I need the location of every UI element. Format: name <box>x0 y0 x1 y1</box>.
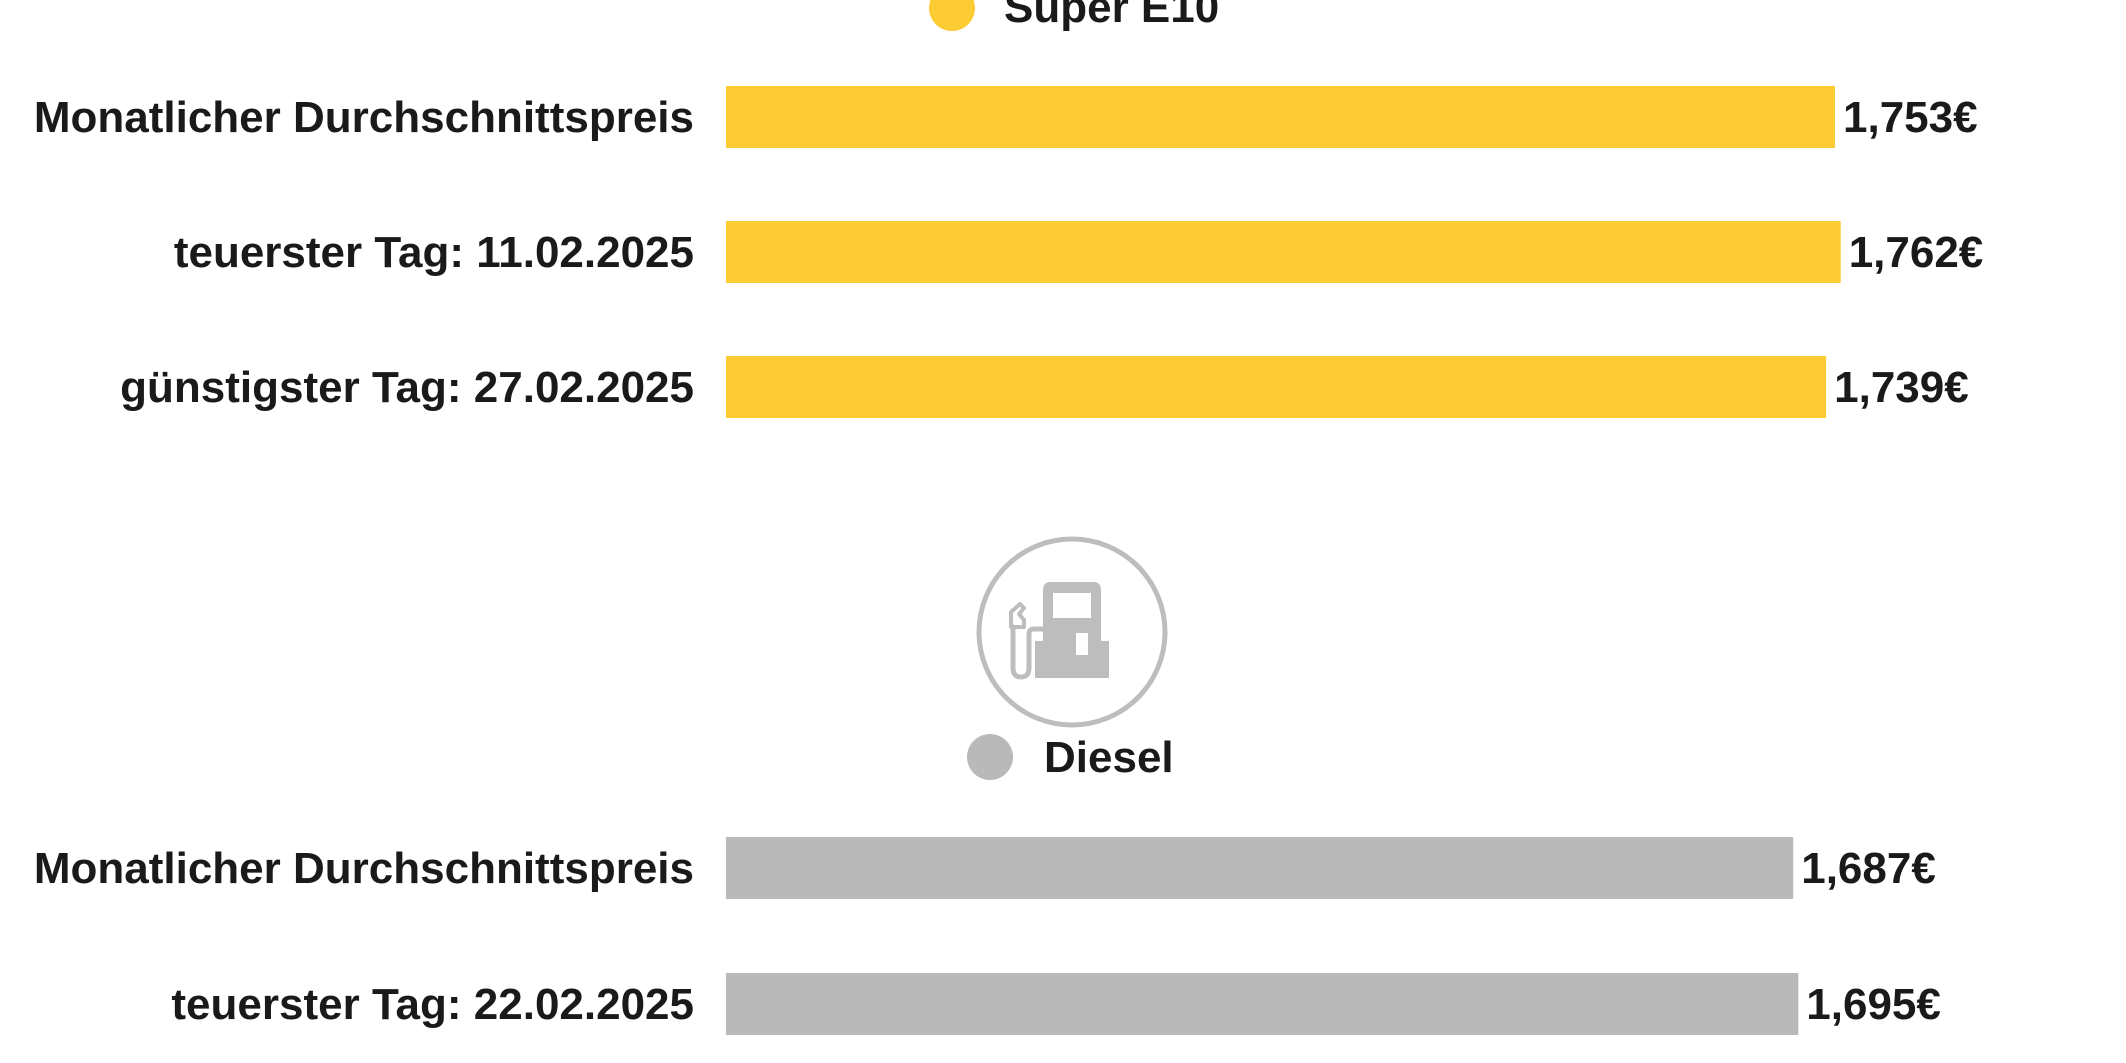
legend-swatch-super-e10 <box>929 0 975 31</box>
category-label-super-e10-3: günstigster Tag: 27.02.2025 <box>120 363 694 412</box>
diesel-bar-group: Monatlicher Durchschnittspreis 1,687€ teue… <box>34 837 1941 1035</box>
bar-super-e10-2 <box>726 221 1841 283</box>
bar-diesel-2 <box>726 973 1799 1035</box>
value-label-diesel-2: 1,695€ <box>1806 980 1941 1029</box>
value-label-super-e10-1: 1,753€ <box>1843 93 1978 142</box>
value-label-super-e10-3: 1,739€ <box>1834 363 1969 412</box>
super-e10-bar-group: Monatlicher Durchschnittspreis 1,753€ teue… <box>34 86 1983 418</box>
bar-super-e10-3 <box>726 356 1827 418</box>
legend-diesel: Diesel <box>967 733 1174 782</box>
category-label-diesel-2: teuerster Tag: 22.02.2025 <box>171 980 694 1029</box>
legend-super-e10: Super E10 <box>929 0 1219 32</box>
category-label-super-e10-2: teuerster Tag: 11.02.2025 <box>174 228 694 277</box>
legend-label-diesel: Diesel <box>1044 733 1174 782</box>
legend-label-super-e10: Super E10 <box>1004 0 1219 32</box>
bar-super-e10-1 <box>726 86 1835 148</box>
category-label-diesel-1: Monatlicher Durchschnittspreis <box>34 844 694 893</box>
value-label-diesel-1: 1,687€ <box>1801 844 1936 893</box>
category-label-super-e10-1: Monatlicher Durchschnittspreis <box>34 93 694 142</box>
bar-diesel-1 <box>726 837 1794 899</box>
legend-swatch-diesel <box>967 734 1013 780</box>
value-label-super-e10-2: 1,762€ <box>1849 228 1984 277</box>
fuel-pump-icon <box>976 536 1168 728</box>
